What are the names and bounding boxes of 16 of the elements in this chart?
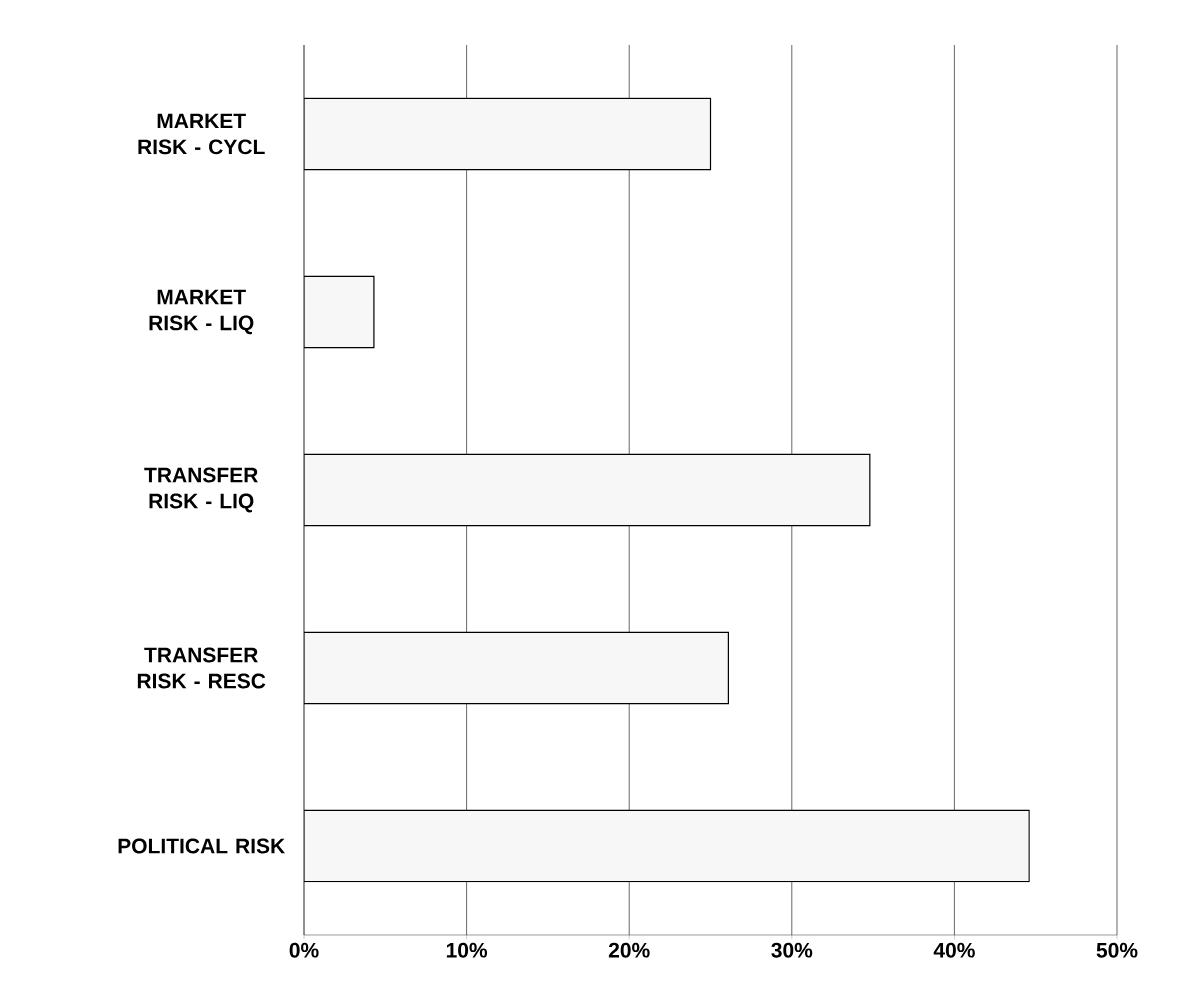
x-tick-label: 10% bbox=[446, 942, 488, 958]
bar bbox=[304, 453, 871, 527]
bar bbox=[304, 275, 375, 349]
bar bbox=[304, 97, 712, 171]
x-tick-label: 0% bbox=[289, 942, 319, 958]
y-tick-label: MARKET RISK - LIQ bbox=[149, 289, 254, 335]
x-tick-label: 40% bbox=[933, 942, 975, 958]
y-tick-label: MARKET RISK - CYCL bbox=[138, 113, 265, 155]
bar bbox=[304, 809, 1030, 883]
x-tick-label: 50% bbox=[1096, 942, 1138, 958]
y-tick-label: TRANSFER RISK - RESC bbox=[137, 647, 266, 689]
y-tick-label: POLITICAL RISK bbox=[118, 838, 286, 854]
x-tick-label: 30% bbox=[771, 942, 813, 958]
y-tick-label: TRANSFER RISK - LIQ bbox=[144, 467, 258, 513]
bar bbox=[304, 631, 729, 705]
x-tick-label: 20% bbox=[608, 942, 650, 958]
